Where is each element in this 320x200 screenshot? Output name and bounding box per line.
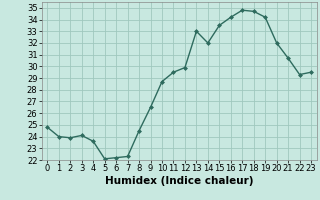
X-axis label: Humidex (Indice chaleur): Humidex (Indice chaleur)	[105, 176, 253, 186]
